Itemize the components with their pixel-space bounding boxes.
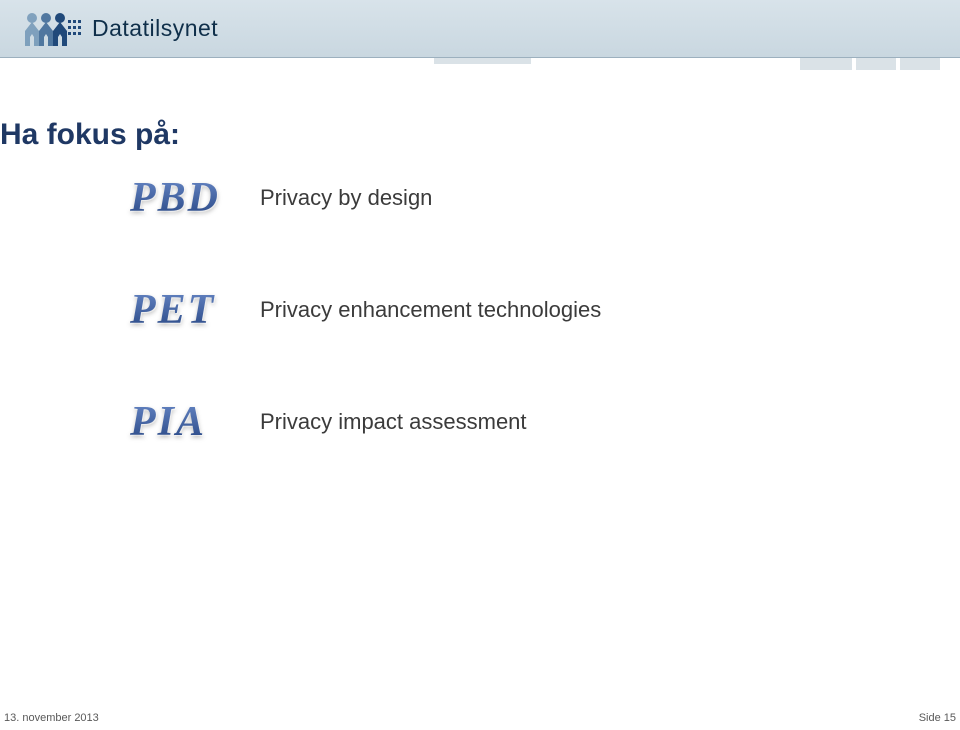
footer-page: Side 15 xyxy=(919,712,956,724)
footer: 13. november 2013 Side 15 xyxy=(0,700,960,730)
item-label: Privacy impact assessment xyxy=(260,409,527,435)
acronym-pia: PIA xyxy=(130,398,260,446)
logo: Datatilsynet xyxy=(18,10,218,48)
item-row: PIA Privacy impact assessment xyxy=(130,398,601,446)
slide-root: Datatilsynet Ha fokus på: PBD Privacy by… xyxy=(0,0,960,730)
page-title: Ha fokus på: xyxy=(0,118,180,152)
footer-date: 13. november 2013 xyxy=(4,712,99,724)
header: Datatilsynet xyxy=(0,0,960,70)
acronym-pbd: PBD xyxy=(130,174,260,222)
logo-mark-icon xyxy=(18,10,82,48)
logo-text: Datatilsynet xyxy=(92,15,218,42)
item-row: PBD Privacy by design xyxy=(130,174,601,222)
item-row: PET Privacy enhancement technologies xyxy=(130,286,601,334)
item-label: Privacy by design xyxy=(260,185,432,211)
content-rows: PBD Privacy by design PET Privacy enhanc… xyxy=(130,174,601,446)
acronym-pet: PET xyxy=(130,286,260,334)
item-label: Privacy enhancement technologies xyxy=(260,297,601,323)
header-bar: Datatilsynet xyxy=(0,0,960,58)
